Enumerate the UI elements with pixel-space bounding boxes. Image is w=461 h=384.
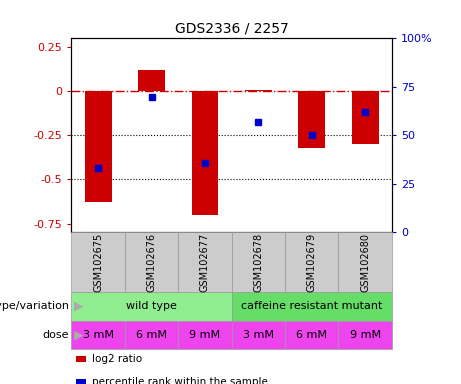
Text: 9 mM: 9 mM	[189, 330, 220, 340]
Bar	[298, 91, 325, 148]
Text: caffeine resistant mutant: caffeine resistant mutant	[241, 301, 383, 311]
Text: 3 mM: 3 mM	[243, 330, 274, 340]
Text: 6 mM: 6 mM	[136, 330, 167, 340]
Text: GSM102676: GSM102676	[147, 233, 157, 291]
Text: GSM102675: GSM102675	[93, 232, 103, 292]
Text: log2 ratio: log2 ratio	[92, 354, 142, 364]
Bar	[138, 70, 165, 91]
Text: percentile rank within the sample: percentile rank within the sample	[92, 377, 268, 384]
Text: wild type: wild type	[126, 301, 177, 311]
Text: 6 mM: 6 mM	[296, 330, 327, 340]
Bar	[245, 89, 272, 91]
Bar	[85, 91, 112, 202]
Text: 3 mM: 3 mM	[83, 330, 114, 340]
Text: ▶: ▶	[70, 329, 84, 341]
Text: GSM102679: GSM102679	[307, 233, 317, 291]
Bar	[352, 91, 378, 144]
Text: dose: dose	[43, 330, 69, 340]
Bar	[192, 91, 219, 215]
Text: 9 mM: 9 mM	[349, 330, 381, 340]
Text: ▶: ▶	[70, 300, 84, 313]
Text: GSM102678: GSM102678	[254, 233, 263, 291]
Text: genotype/variation: genotype/variation	[0, 301, 69, 311]
Text: GSM102677: GSM102677	[200, 232, 210, 292]
Text: GSM102680: GSM102680	[360, 233, 370, 291]
Title: GDS2336 / 2257: GDS2336 / 2257	[175, 22, 289, 36]
